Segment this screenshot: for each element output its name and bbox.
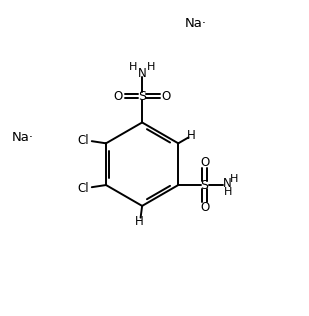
Text: S: S <box>138 90 146 103</box>
Text: O: O <box>113 90 123 103</box>
Text: Cl: Cl <box>78 182 89 195</box>
Text: N: N <box>138 67 146 80</box>
Text: H: H <box>223 187 232 197</box>
Text: O: O <box>162 90 171 103</box>
Text: S: S <box>201 179 209 191</box>
Text: N: N <box>222 177 231 190</box>
Text: H: H <box>135 215 143 228</box>
Text: O: O <box>200 201 209 214</box>
Text: Na·: Na· <box>12 131 34 144</box>
Text: H: H <box>146 63 155 72</box>
Text: H: H <box>129 63 138 72</box>
Text: Na·: Na· <box>185 17 207 30</box>
Text: Cl: Cl <box>78 134 89 147</box>
Text: H: H <box>230 174 239 185</box>
Text: O: O <box>200 156 209 169</box>
Text: H: H <box>187 130 196 143</box>
